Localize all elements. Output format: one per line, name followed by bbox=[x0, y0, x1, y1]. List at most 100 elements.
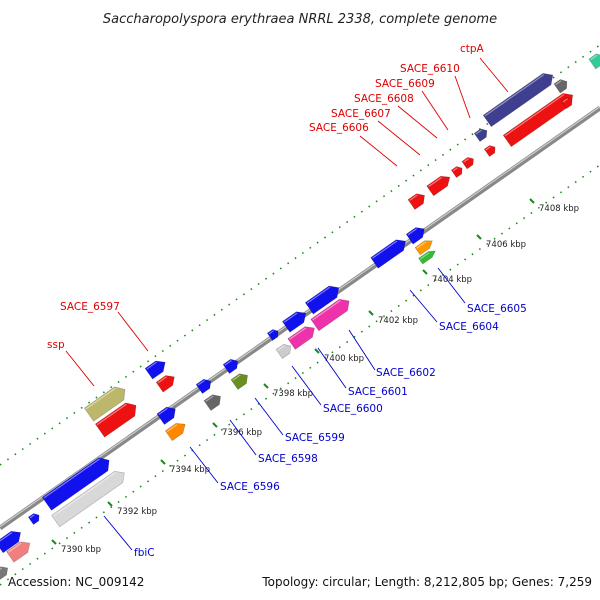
gene-ssp-b-shape bbox=[94, 402, 137, 438]
gene-sace-6597-a-shape bbox=[144, 360, 166, 380]
gene-small-blue-shape bbox=[27, 513, 40, 525]
label-sace-6599[interactable]: SACE_6599 bbox=[285, 432, 345, 444]
gene-sace-6599[interactable] bbox=[222, 356, 241, 374]
gene-sace-6605-b[interactable] bbox=[405, 224, 428, 245]
connector-line bbox=[254, 397, 284, 436]
gene-ssp-a-shape bbox=[83, 386, 126, 422]
gene-ssp-b-highlight bbox=[96, 403, 127, 426]
label-sace-6606[interactable]: SACE_6606 bbox=[309, 122, 369, 134]
gene-sace-6599-olive[interactable] bbox=[230, 370, 251, 390]
connector-line bbox=[359, 135, 398, 167]
gene-sace-6610-b[interactable] bbox=[483, 143, 497, 157]
tick-mark bbox=[422, 269, 428, 275]
label-connectors bbox=[65, 57, 509, 551]
tick-mark bbox=[51, 539, 57, 545]
gene-sace-6601-a-highlight bbox=[283, 312, 298, 323]
gene-sace-6604-green[interactable] bbox=[418, 248, 438, 265]
tick-mark bbox=[212, 422, 218, 428]
label-ssp[interactable]: ssp bbox=[47, 339, 65, 351]
gene-sace-6609[interactable] bbox=[461, 155, 476, 170]
gene-sace-6596-a-highlight bbox=[158, 407, 168, 415]
gene-teal-edge[interactable] bbox=[588, 51, 600, 70]
gene-sace-6596-a[interactable] bbox=[156, 404, 179, 425]
gene-sace-6604-green-shape bbox=[418, 250, 436, 265]
gene-sace-6601-b-shape bbox=[287, 326, 315, 350]
gene-red-tip[interactable] bbox=[560, 95, 574, 109]
gene-sace-6598-grey[interactable] bbox=[203, 391, 224, 411]
gene-ssp-a-highlight bbox=[85, 387, 116, 410]
label-sace-6600[interactable]: SACE_6600 bbox=[323, 403, 383, 415]
gene-sace-6606[interactable] bbox=[407, 190, 428, 210]
gene-ssp-b[interactable] bbox=[94, 399, 140, 438]
connector-line bbox=[291, 365, 322, 406]
label-fbic[interactable]: fbiC bbox=[134, 547, 155, 559]
gene-sace-6602-a[interactable] bbox=[304, 282, 343, 315]
gene-sace-6608[interactable] bbox=[450, 164, 464, 178]
gene-teal-edge-shape bbox=[588, 53, 600, 70]
tick-mark bbox=[107, 501, 113, 507]
gene-sace-6600-a[interactable] bbox=[266, 327, 280, 341]
gene-small-blue-highlight bbox=[29, 514, 35, 519]
gene-sace-6597-b[interactable] bbox=[155, 372, 178, 393]
gene-sace-6602-a-highlight bbox=[306, 286, 331, 304]
gene-sace-6607[interactable] bbox=[426, 172, 454, 197]
connector-line bbox=[65, 350, 95, 387]
label-sace-6610[interactable]: SACE_6610 bbox=[400, 63, 460, 75]
connector-line bbox=[348, 329, 376, 371]
gene-sace-6602-b-highlight bbox=[312, 299, 341, 321]
map-title: Saccharopolyspora erythraea NRRL 2338, c… bbox=[103, 12, 497, 27]
label-sace-6607[interactable]: SACE_6607 bbox=[331, 108, 391, 120]
gene-sace-6601-b[interactable] bbox=[287, 323, 318, 350]
tick-mark bbox=[368, 310, 374, 316]
gene-ssp-a[interactable] bbox=[83, 383, 129, 422]
gene-fbic-b[interactable] bbox=[51, 467, 129, 528]
label-ctpa[interactable]: ctpA bbox=[460, 43, 485, 55]
gene-sace-6602-b[interactable] bbox=[310, 295, 353, 332]
tick-label: 7406 kbp bbox=[486, 240, 526, 250]
gene-ctpa-a[interactable] bbox=[482, 69, 557, 128]
gene-sace-6606-shape bbox=[407, 193, 425, 210]
label-sace-6602[interactable]: SACE_6602 bbox=[376, 367, 436, 379]
gene-sace-6598-a[interactable] bbox=[195, 376, 214, 394]
gene-sace-6601-a[interactable] bbox=[282, 308, 309, 333]
tick-mark bbox=[314, 348, 320, 354]
label-sace-6598[interactable]: SACE_6598 bbox=[258, 453, 318, 465]
label-sace-6609[interactable]: SACE_6609 bbox=[375, 78, 435, 90]
label-sace-6605[interactable]: SACE_6605 bbox=[467, 303, 527, 315]
gene-left-pink[interactable] bbox=[6, 538, 33, 563]
gene-sace-6608-shape bbox=[450, 166, 463, 178]
connector-line bbox=[437, 267, 466, 304]
gene-sace-6604-orange[interactable] bbox=[414, 237, 435, 256]
label-sace-6608[interactable]: SACE_6608 bbox=[354, 93, 414, 105]
gene-sace-6605-b-shape bbox=[405, 227, 425, 245]
label-sace-6604[interactable]: SACE_6604 bbox=[439, 321, 499, 333]
tick-group: 7390 kbp 7392 kbp 7394 kbp 7396 kbp 7398 kbp… bbox=[51, 198, 579, 555]
gene-red-tip-shape bbox=[560, 97, 573, 109]
gene-grey-top[interactable] bbox=[553, 77, 570, 94]
gene-left-blue[interactable] bbox=[0, 527, 24, 554]
gene-sace-6596-a-shape bbox=[156, 406, 176, 425]
gene-sace-6596-orange-shape bbox=[164, 423, 186, 442]
gene-fbic-a[interactable] bbox=[41, 454, 113, 511]
connector-line bbox=[421, 90, 449, 131]
gene-left-grey[interactable] bbox=[0, 564, 11, 581]
gene-sace-6597-a[interactable] bbox=[144, 357, 169, 380]
label-sace-6601[interactable]: SACE_6601 bbox=[348, 386, 408, 398]
gene-sace-6600-a-highlight bbox=[268, 330, 274, 335]
tick-label: 7404 kbp bbox=[432, 275, 472, 285]
gene-sace-6610-a-highlight bbox=[475, 129, 482, 135]
gene-sace-6605-a[interactable] bbox=[370, 236, 410, 269]
gene-left-grey-shape bbox=[0, 566, 9, 581]
gene-sace-6610-a[interactable] bbox=[473, 126, 490, 142]
gene-sace-6598-a-shape bbox=[195, 378, 212, 394]
gene-sace-6600-b[interactable] bbox=[275, 341, 294, 359]
gene-red-tip-highlight bbox=[562, 98, 568, 103]
gene-sace-6596-orange[interactable] bbox=[164, 419, 188, 442]
label-sace-6596[interactable]: SACE_6596 bbox=[220, 481, 280, 493]
gene-teal-edge-highlight bbox=[590, 54, 598, 61]
gene-small-blue[interactable] bbox=[27, 511, 41, 525]
gene-sace-6598-grey-shape bbox=[203, 394, 221, 411]
label-sace-6597[interactable]: SACE_6597 bbox=[60, 301, 120, 313]
connector-line bbox=[377, 120, 421, 156]
